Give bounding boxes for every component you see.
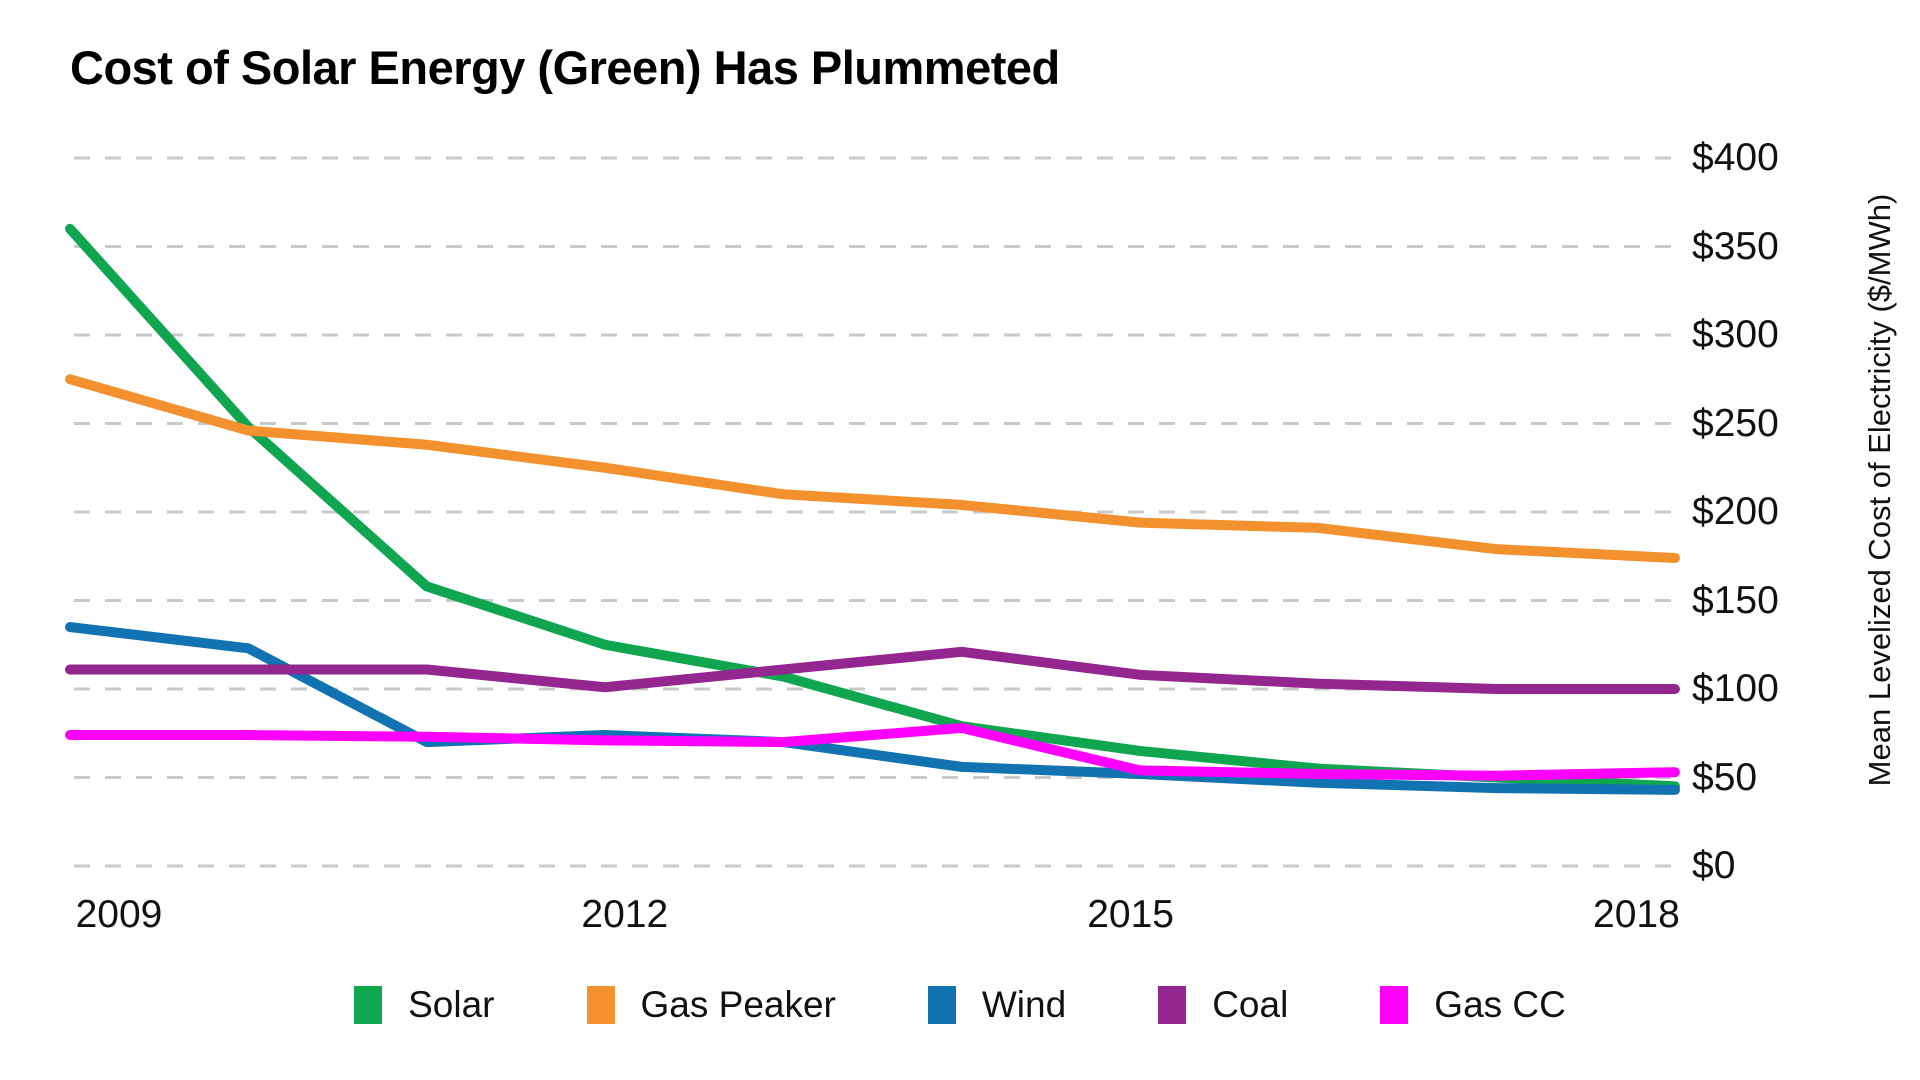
legend-swatch-gas-cc-icon <box>1380 986 1409 1024</box>
legend-item-gas-cc: Gas CC <box>1380 984 1566 1026</box>
y-tick-label--100: $100 <box>1692 667 1779 710</box>
series-line-wind <box>65 622 1680 795</box>
y-axis-title: Mean Levelized Cost of Electricity ($/MW… <box>1862 193 1897 787</box>
chart-legend: Solar Gas Peaker Wind Coal Gas CC <box>0 984 1920 1026</box>
legend-swatch-gas-peaker-icon <box>586 986 615 1024</box>
legend-item-gas-peaker: Gas Peaker <box>586 984 836 1026</box>
y-tick-label--250: $250 <box>1692 401 1779 445</box>
y-tick-label--50: $50 <box>1692 755 1758 799</box>
legend-label-wind: Wind <box>981 984 1067 1025</box>
series-line-gas-cc <box>65 722 1680 781</box>
chart-title: Cost of Solar Energy (Green) Has Plummet… <box>70 41 1060 94</box>
legend-swatch-coal-icon <box>1158 986 1187 1024</box>
y-tick-label--0: $0 <box>1692 844 1736 887</box>
x-tick-label-2018: 2018 <box>1593 893 1680 936</box>
legend-label-coal: Coal <box>1212 984 1289 1025</box>
series-line-gas-peaker <box>65 374 1680 564</box>
y-tick-label--300: $300 <box>1692 313 1779 356</box>
x-tick-label-2012: 2012 <box>581 893 669 936</box>
series-line-coal <box>65 646 1680 694</box>
legend-label-gas-peaker: Gas Peaker <box>640 984 836 1025</box>
y-tick-label--150: $150 <box>1692 578 1779 622</box>
legend-item-solar: Solar <box>354 984 495 1026</box>
legend-label-solar: Solar <box>408 984 495 1025</box>
legend-item-wind: Wind <box>927 984 1067 1026</box>
x-tick-label-2015: 2015 <box>1087 893 1174 936</box>
series-line-solar <box>65 223 1680 792</box>
y-tick-label--400: $400 <box>1692 136 1779 179</box>
x-tick-label-2009: 2009 <box>75 893 163 936</box>
legend-swatch-solar-icon <box>354 986 383 1024</box>
y-tick-label--350: $350 <box>1692 224 1779 268</box>
legend-label-gas-cc: Gas CC <box>1434 984 1566 1025</box>
legend-swatch-wind-icon <box>927 986 956 1024</box>
legend-item-coal: Coal <box>1158 984 1288 1026</box>
y-tick-label--200: $200 <box>1692 490 1779 533</box>
